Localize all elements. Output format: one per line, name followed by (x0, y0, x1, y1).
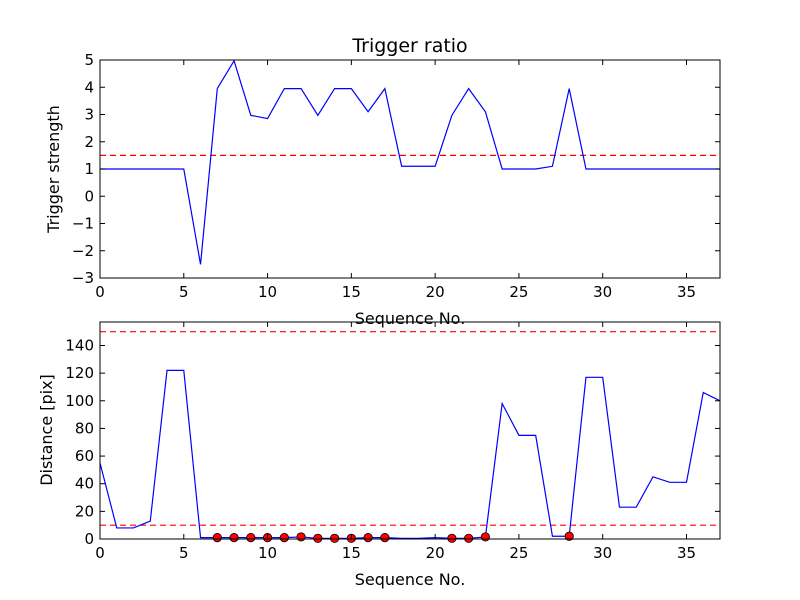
y-tick-label: 4 (84, 78, 94, 96)
data-point-marker (279, 533, 289, 543)
y-tick-label: 60 (75, 447, 94, 465)
data-point-marker (447, 533, 457, 543)
plot-frame (99, 321, 721, 540)
x-tick-label: 15 (342, 283, 361, 301)
y-tick-label: 100 (65, 392, 94, 410)
data-point-marker (246, 533, 256, 543)
x-tick-label: 35 (677, 283, 696, 301)
y-tick-label: 2 (84, 133, 94, 151)
y-tick-label: −2 (72, 242, 94, 260)
y-axis-label: Distance [pix] (37, 374, 56, 486)
x-tick-label: 20 (426, 283, 445, 301)
y-tick-label: 40 (75, 475, 94, 493)
data-point-marker (464, 533, 474, 543)
series-line (100, 369, 720, 539)
x-tick-label: 5 (179, 283, 189, 301)
y-tick-label: 1 (84, 160, 94, 178)
y-tick-label: 5 (84, 51, 94, 69)
y-tick-label: 80 (75, 419, 94, 437)
x-tick-label: 30 (593, 283, 612, 301)
data-point-marker (363, 533, 373, 543)
x-tick-label: 15 (342, 544, 361, 562)
y-tick-label: 140 (65, 336, 94, 354)
x-tick-label: 30 (593, 544, 612, 562)
data-point-marker (329, 533, 340, 543)
chart-title: Trigger ratio (351, 35, 467, 57)
x-tick-label: 0 (95, 544, 105, 562)
data-point-marker (313, 533, 323, 543)
y-axis-label: Trigger strength (44, 105, 63, 234)
x-tick-label: 5 (179, 544, 189, 562)
x-axis-label: Sequence No. (355, 570, 466, 589)
x-tick-label: 25 (509, 283, 528, 301)
series-line (100, 60, 720, 265)
x-tick-label: 20 (426, 544, 445, 562)
y-tick-label: −3 (72, 269, 94, 287)
x-tick-label: 35 (677, 544, 696, 562)
data-point-marker (212, 533, 222, 543)
x-tick-label: 25 (509, 544, 528, 562)
x-axis-label: Sequence No. (355, 309, 466, 328)
x-tick-label: 10 (258, 283, 277, 301)
x-tick-label: 10 (258, 544, 277, 562)
y-tick-label: 3 (84, 106, 94, 124)
data-point-marker (229, 533, 239, 543)
trigger-ratio-chart: Trigger ratio Sequence No. Trigger stren… (44, 35, 721, 328)
data-point-marker (480, 532, 491, 542)
x-tick-label: 0 (95, 283, 105, 301)
y-tick-label: 20 (75, 502, 94, 520)
data-point-marker (564, 531, 574, 541)
y-tick-label: −1 (72, 215, 94, 233)
data-point-marker (296, 532, 306, 542)
y-tick-label: 0 (84, 530, 94, 548)
distance-chart: Sequence No. Distance [pix] 0 5 10 15 20 25 30… (37, 321, 721, 589)
y-tick-label: 120 (65, 364, 94, 382)
y-tick-label: 0 (84, 187, 94, 205)
data-point-marker (380, 533, 390, 543)
